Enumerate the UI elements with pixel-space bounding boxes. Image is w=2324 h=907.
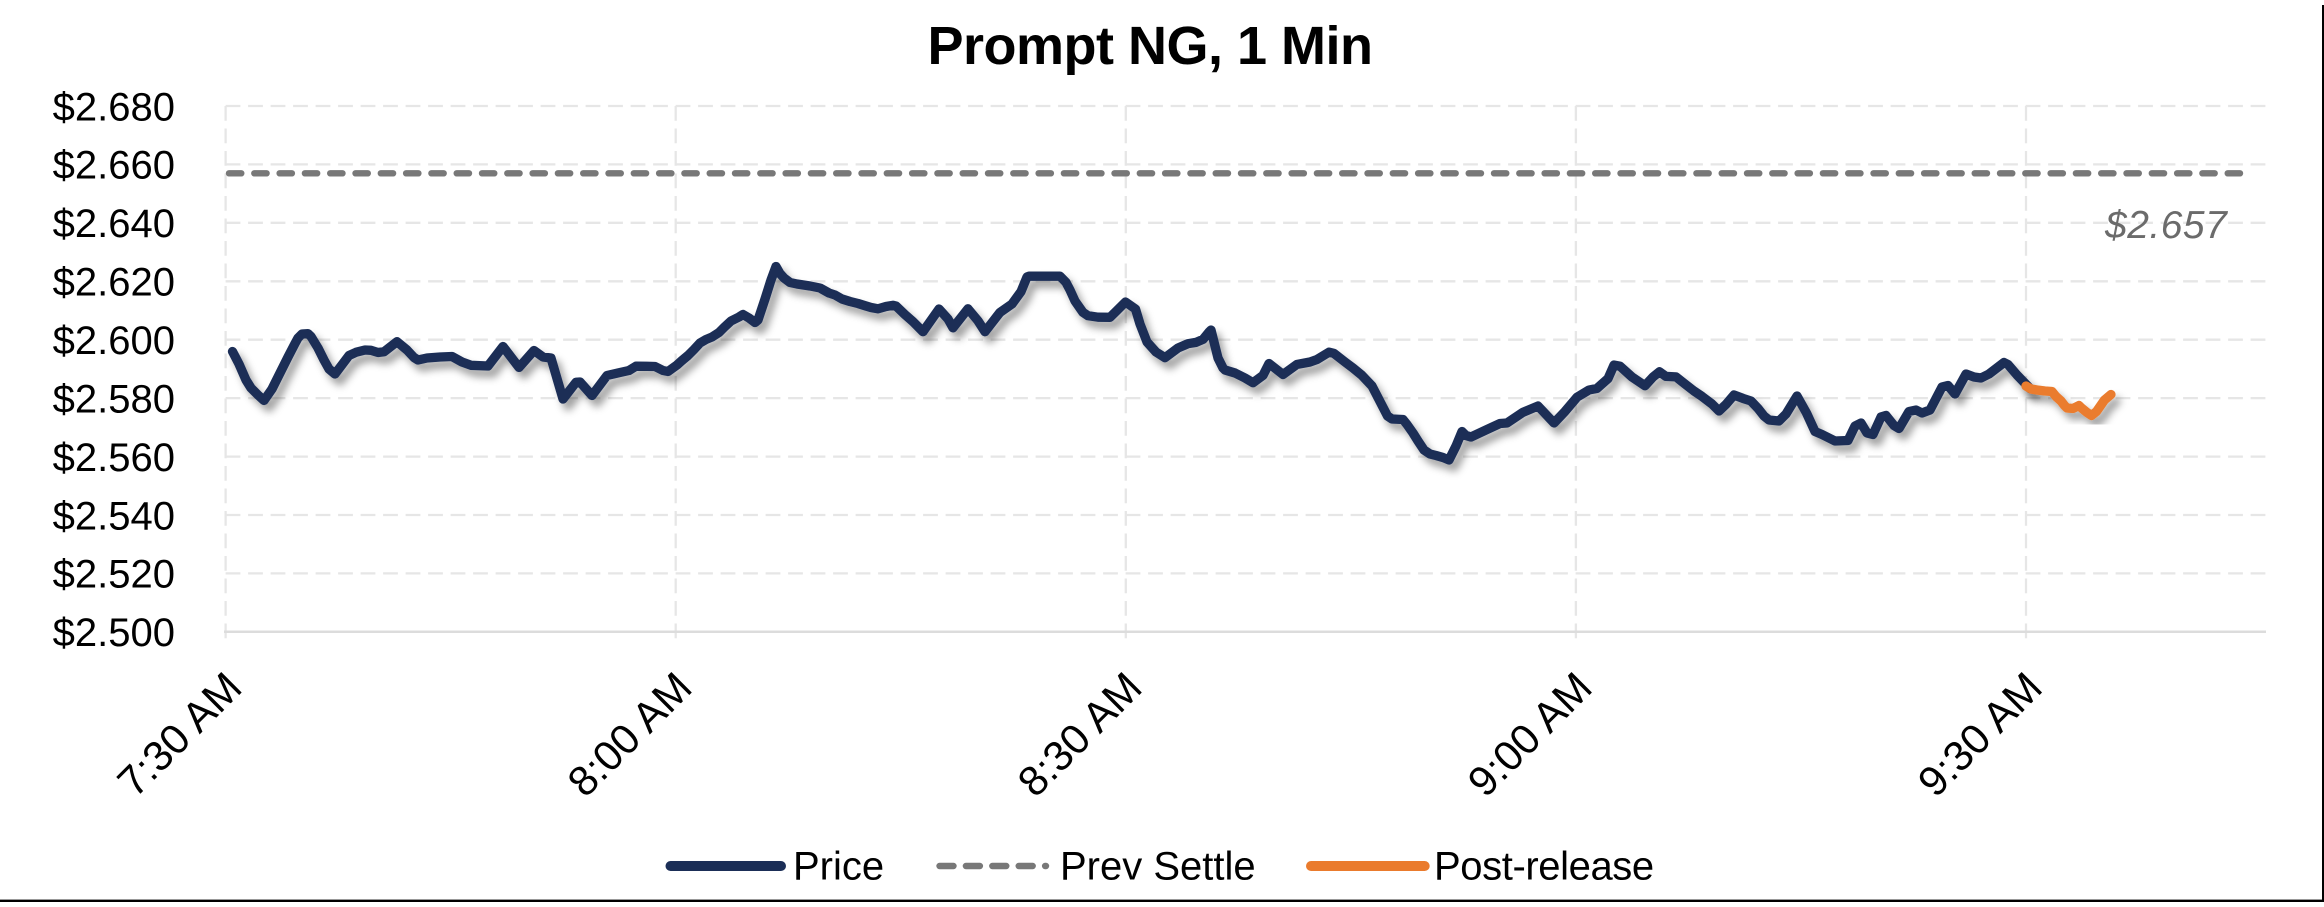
- svg-text:Price: Price: [793, 845, 884, 889]
- svg-text:$2.520: $2.520: [53, 553, 175, 597]
- svg-text:Post-release: Post-release: [1434, 845, 1654, 889]
- svg-text:8:30 AM: 8:30 AM: [1008, 663, 1150, 805]
- svg-text:$2.620: $2.620: [53, 261, 175, 305]
- svg-text:$2.560: $2.560: [53, 436, 175, 480]
- svg-text:$2.680: $2.680: [53, 85, 175, 129]
- svg-text:8:00 AM: 8:00 AM: [558, 663, 700, 805]
- svg-text:$2.640: $2.640: [53, 202, 175, 246]
- svg-text:$2.580: $2.580: [53, 377, 175, 421]
- svg-text:Prev Settle: Prev Settle: [1060, 845, 1256, 889]
- svg-text:$2.600: $2.600: [53, 319, 175, 363]
- svg-text:$2.540: $2.540: [53, 494, 175, 538]
- svg-text:$2.657: $2.657: [2104, 204, 2228, 247]
- svg-text:9:30 AM: 9:30 AM: [1909, 663, 2051, 805]
- svg-text:$2.500: $2.500: [53, 611, 175, 655]
- svg-text:9:00 AM: 9:00 AM: [1459, 663, 1601, 805]
- svg-text:7:30 AM: 7:30 AM: [108, 663, 250, 805]
- svg-text:$2.660: $2.660: [53, 144, 175, 188]
- svg-text:Prompt NG, 1 Min: Prompt NG, 1 Min: [927, 16, 1372, 76]
